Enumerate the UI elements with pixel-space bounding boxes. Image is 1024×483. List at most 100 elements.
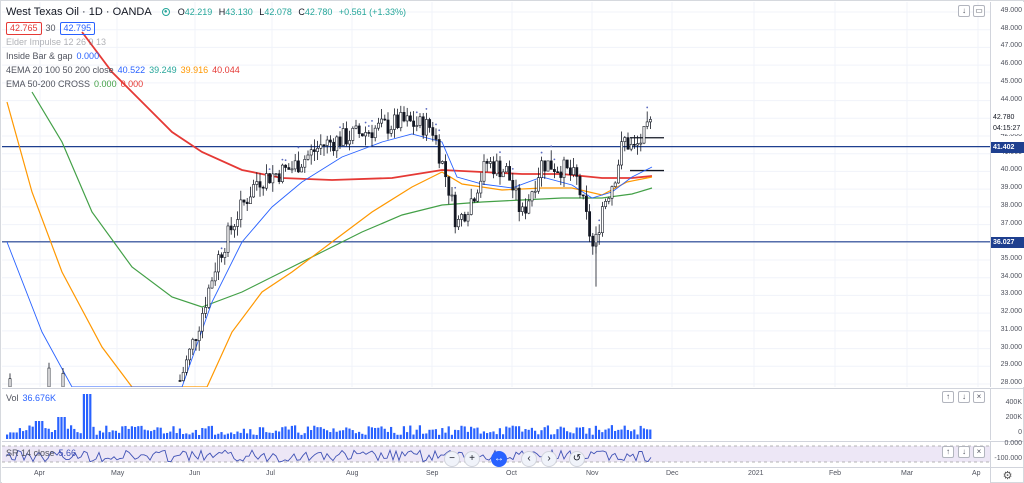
price-axis[interactable]: 49.00048.00047.00046.00045.00044.00043.0… bbox=[990, 2, 1024, 387]
volume-bar bbox=[425, 433, 428, 439]
candle-body bbox=[204, 307, 208, 314]
volume-bar bbox=[169, 431, 172, 439]
volume-bar bbox=[156, 427, 159, 439]
close-icon: × bbox=[976, 447, 982, 456]
volume-bar bbox=[18, 428, 21, 439]
volume-pane[interactable]: Vol 36.676K ↑ ↓ × bbox=[2, 388, 990, 440]
rsi-up-button[interactable]: ↑ bbox=[942, 446, 954, 458]
volume-bar bbox=[412, 434, 415, 439]
pane-up-button[interactable]: ↑ bbox=[942, 391, 954, 403]
volume-bar bbox=[495, 434, 498, 439]
maximize-button[interactable]: ▭ bbox=[973, 5, 985, 17]
volume-bar bbox=[374, 427, 377, 439]
volume-bar bbox=[105, 425, 108, 439]
volume-bar bbox=[92, 426, 95, 439]
nav-control-button[interactable]: + bbox=[464, 451, 480, 467]
volume-bar bbox=[281, 427, 284, 439]
volume-bar bbox=[172, 426, 175, 439]
candle-body bbox=[357, 125, 361, 134]
candle-body bbox=[280, 164, 284, 182]
candle-body bbox=[242, 199, 246, 203]
candle-body bbox=[456, 219, 460, 228]
candle-body bbox=[293, 160, 297, 170]
volume-bar bbox=[511, 425, 514, 439]
signal-dot bbox=[646, 106, 649, 109]
signal-dot bbox=[550, 145, 553, 148]
candle-body bbox=[610, 186, 614, 199]
candle-body bbox=[319, 144, 323, 149]
scroll-down-button[interactable]: ↓ bbox=[958, 5, 970, 17]
volume-bar bbox=[470, 426, 473, 439]
volume-bar bbox=[166, 432, 169, 439]
candle-body bbox=[469, 198, 473, 215]
volume-bar bbox=[492, 431, 495, 439]
price-tick-label: 45.000 bbox=[1000, 77, 1022, 85]
candle-body bbox=[591, 235, 595, 247]
candle-body bbox=[524, 206, 528, 214]
volume-bar bbox=[178, 428, 181, 439]
rsi-down-button[interactable]: ↓ bbox=[958, 446, 970, 458]
nav-control-button[interactable]: ↺ bbox=[569, 451, 585, 467]
buy-price-button[interactable]: 42.795 bbox=[59, 21, 96, 35]
price-tick-label: 42.000 bbox=[1000, 131, 1022, 138]
volume-bar bbox=[121, 426, 124, 439]
candle-body bbox=[303, 159, 307, 168]
volume-bar bbox=[127, 428, 130, 439]
candle-body bbox=[61, 373, 65, 387]
settings-button[interactable]: ⚙ bbox=[990, 467, 1024, 483]
time-tick-label: Oct bbox=[506, 470, 517, 477]
arrow-down-icon: ↓ bbox=[962, 392, 966, 401]
arrow-up-icon: ↑ bbox=[946, 392, 950, 401]
volume-bar bbox=[514, 426, 517, 439]
candle-body bbox=[277, 173, 281, 182]
volume-bar bbox=[242, 428, 245, 439]
candle-body bbox=[463, 214, 467, 222]
candle-body bbox=[194, 339, 198, 341]
candle-body bbox=[450, 194, 454, 197]
volume-bar bbox=[604, 429, 607, 439]
time-tick-label: 2021 bbox=[748, 470, 764, 477]
nav-control-button[interactable]: − bbox=[444, 451, 460, 467]
nav-control-button[interactable]: ‹ bbox=[521, 451, 537, 467]
volume-bar bbox=[319, 427, 322, 439]
nav-control-button[interactable]: ↔ bbox=[491, 451, 507, 467]
volume-bar bbox=[47, 428, 50, 439]
volume-bar bbox=[508, 427, 511, 439]
volume-bar bbox=[79, 433, 82, 439]
candle-body bbox=[508, 166, 512, 181]
rsi-close-button[interactable]: × bbox=[973, 446, 985, 458]
sell-price-button[interactable]: 42.765 bbox=[6, 21, 42, 35]
time-axis[interactable]: Apr May Jun Jul Aug Sep Oct Nov Dec 2021 Feb Mar Ap bbox=[2, 467, 990, 483]
rsi-tick-label: 0.000 bbox=[1004, 440, 1022, 447]
candle-body bbox=[338, 136, 342, 146]
volume-bar bbox=[383, 428, 386, 439]
volume-bar bbox=[118, 432, 121, 439]
signal-dot bbox=[438, 129, 441, 132]
price-tick-label: 46.000 bbox=[1000, 60, 1022, 68]
nav-control-button[interactable]: › bbox=[541, 451, 557, 467]
volume-bar bbox=[409, 425, 412, 439]
candle-body bbox=[197, 330, 201, 341]
candle-body bbox=[584, 195, 588, 212]
candle-body bbox=[296, 160, 300, 173]
pane-down-button[interactable]: ↓ bbox=[958, 391, 970, 403]
time-tick-label: Sep bbox=[426, 470, 439, 477]
candle-body bbox=[472, 198, 476, 202]
volume-bar bbox=[639, 425, 642, 439]
volume-bar bbox=[143, 429, 146, 439]
ema-line bbox=[31, 91, 653, 308]
volume-bar bbox=[646, 429, 649, 439]
price-chart[interactable] bbox=[2, 2, 990, 387]
time-tick-label: Aug bbox=[346, 470, 359, 477]
candle-body bbox=[239, 199, 243, 220]
volume-bar bbox=[575, 427, 578, 439]
pane-close-button[interactable]: × bbox=[973, 391, 985, 403]
volume-bar bbox=[489, 432, 492, 439]
candle-body bbox=[527, 200, 531, 214]
volume-bar bbox=[476, 427, 479, 439]
candle-body bbox=[511, 180, 515, 191]
volume-bar bbox=[252, 434, 255, 439]
volume-bar bbox=[546, 425, 549, 439]
volume-bar bbox=[418, 425, 421, 439]
price-pane[interactable]: West Texas Oil · 1D · OANDA ● O42.219 H4… bbox=[2, 2, 990, 387]
